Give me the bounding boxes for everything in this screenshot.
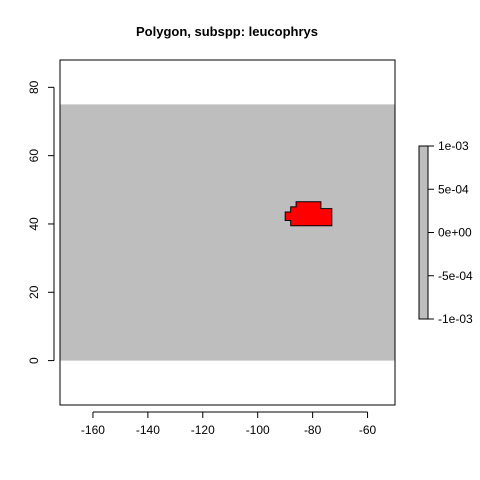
x-tick-label: -140 (136, 423, 160, 437)
x-tick-label: -80 (304, 423, 322, 437)
legend-tick-label: 0e+00 (438, 226, 472, 240)
legend-tick-label: -1e-03 (438, 312, 473, 326)
y-tick-label: 80 (27, 80, 41, 94)
y-tick-label: 0 (27, 357, 41, 364)
y-tick-label: 40 (27, 217, 41, 231)
y-axis: 0 20 40 60 80 (27, 80, 55, 364)
polygon-layer (284, 201, 333, 227)
x-tick-label: -60 (359, 423, 377, 437)
legend-tick-label: -5e-04 (438, 269, 473, 283)
x-tick-label: -160 (81, 423, 105, 437)
legend-color-bar (418, 145, 429, 320)
chart-title: Polygon, subspp: leucophrys (136, 24, 318, 39)
background-raster (60, 104, 395, 361)
legend-tick-label: 5e-04 (438, 182, 469, 196)
plot-box (59, 59, 396, 406)
range-polygon (284, 201, 333, 227)
background-layer (60, 104, 395, 361)
legend-tick-label: 1e-03 (438, 139, 469, 153)
x-tick-label: -120 (191, 423, 215, 437)
x-tick-label: -100 (246, 423, 270, 437)
x-axis: -160 -140 -120 -100 -80 -60 (81, 411, 377, 437)
y-tick-label: 20 (27, 285, 41, 299)
color-legend: 1e-03 5e-04 0e+00 -5e-04 -1e-03 (418, 139, 473, 326)
y-tick-label: 60 (27, 149, 41, 163)
